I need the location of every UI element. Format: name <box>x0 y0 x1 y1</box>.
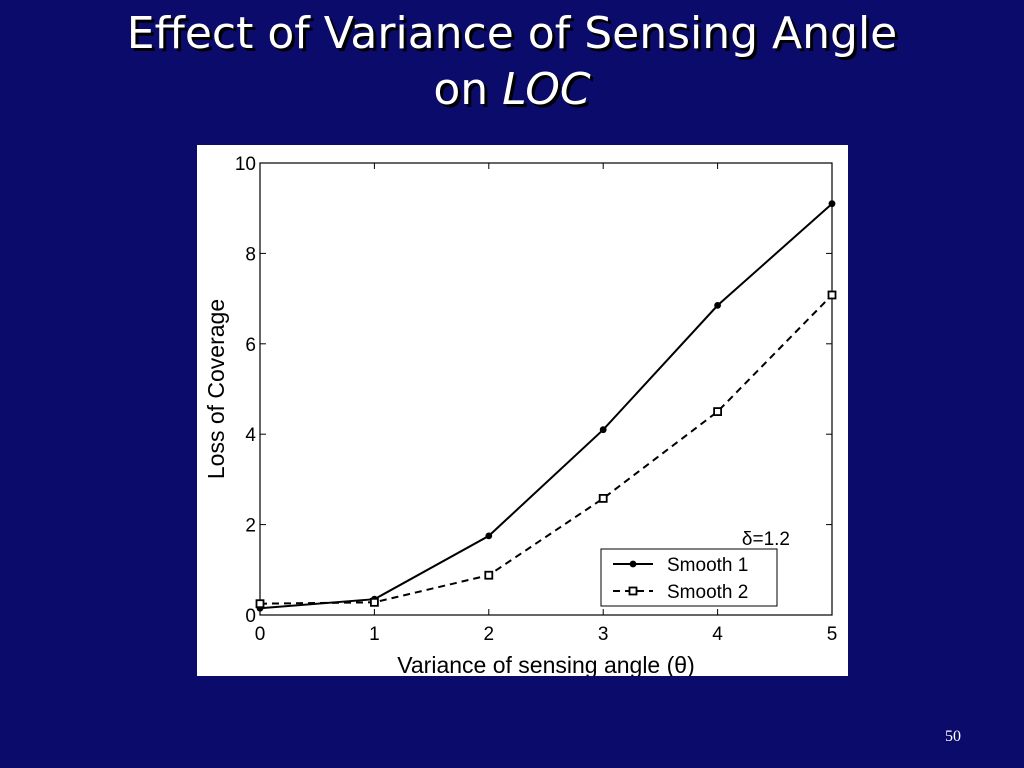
series-1-point-1 <box>369 597 379 607</box>
legend-swatch-marker-1 <box>628 586 638 596</box>
x-tick-label-1: 1 <box>369 624 380 645</box>
x-tick-label-3: 3 <box>598 624 609 645</box>
series-0-point-2 <box>485 532 493 540</box>
annotation-delta: δ=1.2 <box>742 529 790 550</box>
line-chart: 0 1 2 3 4 5 0 2 4 6 8 10 Variance of sensing angle (… <box>203 154 838 676</box>
legend-label-1: Smooth 2 <box>667 582 748 603</box>
plot-frame <box>259 162 833 616</box>
series-1-point-3 <box>598 493 608 503</box>
y-tick-label-4: 8 <box>245 244 256 265</box>
slide-title: Effect of Variance of Sensing Angle on L… <box>0 6 1024 118</box>
series-line-0 <box>259 202 833 610</box>
x-tick-label-2: 2 <box>484 624 495 645</box>
chart-panel: 0 1 2 3 4 5 0 2 4 6 8 10 Variance of sensing angle (… <box>197 145 848 676</box>
series-1-point-2 <box>484 570 494 580</box>
x-tick-label-0: 0 <box>255 624 266 645</box>
series-0-point-3 <box>599 426 607 434</box>
legend-swatch-marker-0 <box>629 560 637 568</box>
x-axis-label: Variance of sensing angle (θ) <box>397 652 694 676</box>
title-line-2-italic: LOC <box>502 64 591 115</box>
series-0-point-5 <box>828 200 836 208</box>
legend-box <box>600 548 778 607</box>
series-1-point-4 <box>713 407 722 417</box>
legend-label-0: Smooth 1 <box>667 555 748 576</box>
x-tick-label-4: 4 <box>712 624 723 645</box>
y-tick-label-1: 2 <box>245 516 256 537</box>
y-tick-label-5: 10 <box>235 154 256 175</box>
series-1-point-5 <box>827 290 837 300</box>
y-axis-label: Loss of Coverage <box>203 299 229 479</box>
title-line-1: Effect of Variance of Sensing Angle <box>126 8 898 59</box>
y-tick-label-2: 4 <box>245 425 256 446</box>
y-tick-label-3: 6 <box>245 335 256 356</box>
y-tick-label-0: 0 <box>245 606 256 627</box>
series-0-point-4 <box>714 301 721 309</box>
title-line-2: on LOC <box>0 62 1024 118</box>
slide-number: 50 <box>945 728 961 745</box>
title-line-2-prefix: on <box>433 64 503 115</box>
series-line-1 <box>259 294 833 605</box>
x-tick-label-5: 5 <box>827 624 838 645</box>
series-1-point-0 <box>255 599 265 609</box>
